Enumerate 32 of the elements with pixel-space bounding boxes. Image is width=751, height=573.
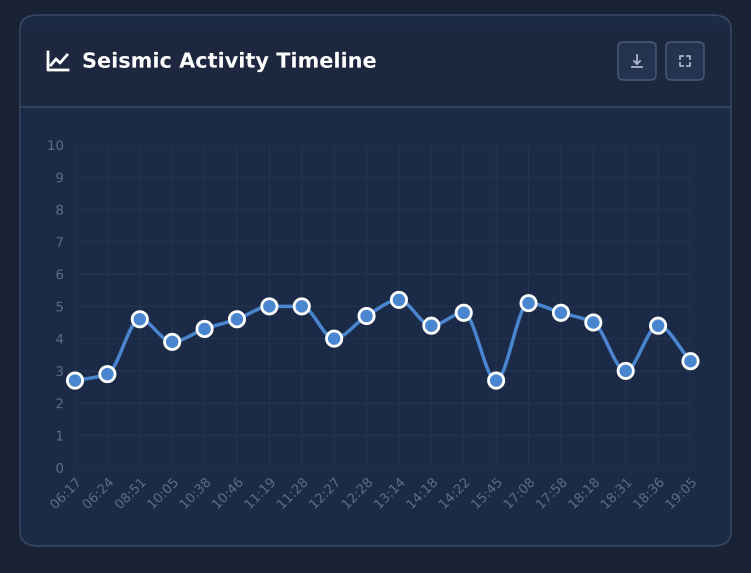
chart-title: Seismic Activity Timeline (83, 52, 376, 72)
point (422, 316, 440, 335)
point (616, 362, 635, 380)
point (325, 330, 344, 348)
y-tick-label: 7 (56, 237, 63, 247)
point (584, 313, 602, 332)
point (196, 320, 214, 338)
point (552, 304, 570, 322)
point (454, 304, 473, 322)
point (66, 372, 84, 390)
y-tick-label: 4 (56, 334, 64, 344)
y-tick-label: 9 (56, 172, 63, 182)
point (260, 297, 278, 316)
point (163, 332, 182, 351)
y-tick-label: 10 (48, 140, 64, 150)
y-tick-label: 3 (56, 366, 63, 376)
y-tick-label: 6 (56, 269, 64, 280)
y-tick-label: 0 (56, 462, 64, 473)
point (487, 372, 506, 390)
point (520, 294, 538, 312)
y-tick-label: 1 (56, 430, 63, 440)
y-tick-label: 2 (56, 398, 63, 408)
point (130, 310, 149, 328)
point (358, 307, 376, 326)
point (292, 297, 311, 316)
point (228, 310, 246, 328)
y-tick-label: 5 (56, 302, 63, 312)
point (98, 365, 116, 384)
point (649, 316, 668, 335)
y-tick-label: 8 (56, 204, 63, 215)
point (681, 352, 700, 370)
point (390, 290, 408, 309)
